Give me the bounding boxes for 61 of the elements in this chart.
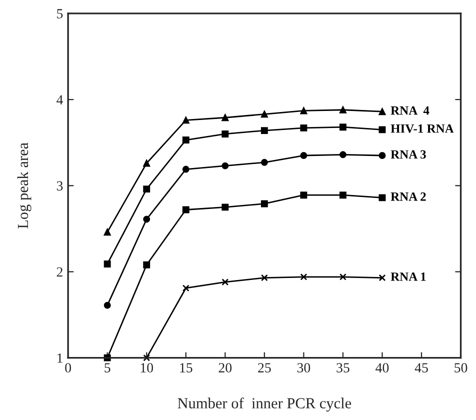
point <box>182 166 190 173</box>
point <box>143 160 150 167</box>
x-tick-label: 25 <box>258 363 271 372</box>
series-label: RNA 4 <box>390 106 430 115</box>
point <box>143 354 150 362</box>
point <box>222 162 229 170</box>
point <box>143 186 150 193</box>
point <box>378 108 386 116</box>
x-tick-label: 20 <box>218 363 232 372</box>
series-label: RNA 1 <box>390 272 426 281</box>
x-tick-label: 0 <box>65 363 72 372</box>
y-tick-label: 3 <box>56 181 63 191</box>
point <box>222 204 229 211</box>
point <box>378 152 386 159</box>
x-tick-label: 35 <box>336 363 350 372</box>
x-tick-label: 10 <box>140 363 154 372</box>
point <box>260 200 268 208</box>
y-tick-label: 5 <box>57 9 63 18</box>
point <box>300 192 308 199</box>
point <box>339 192 346 199</box>
x-axis-title: Number of inner PCR cycle <box>178 398 352 412</box>
point <box>104 228 111 236</box>
point <box>104 260 111 268</box>
point <box>104 302 111 309</box>
x-tick-label: 5 <box>104 363 110 372</box>
point <box>222 114 229 122</box>
point <box>378 194 386 202</box>
point <box>222 278 229 286</box>
point <box>260 274 268 282</box>
point <box>339 124 346 131</box>
point <box>222 130 229 138</box>
series-label: HIV-1 RNA <box>390 124 454 133</box>
point <box>182 284 190 292</box>
point <box>143 216 150 223</box>
x-tick-label: 50 <box>454 363 468 372</box>
point <box>182 136 190 144</box>
point <box>339 106 346 114</box>
x-tick-label: 30 <box>297 363 310 372</box>
point <box>378 126 386 134</box>
y-tick-label: 4 <box>56 95 63 104</box>
point <box>339 151 346 158</box>
series-label: RNA 2 <box>390 192 426 201</box>
point <box>260 127 268 134</box>
point <box>182 206 190 214</box>
point <box>260 110 268 118</box>
point <box>300 152 308 159</box>
point <box>300 124 308 132</box>
point <box>300 273 308 280</box>
y-tick-label: 2 <box>56 267 62 277</box>
x-tick-label: 40 <box>376 363 389 372</box>
point <box>182 116 190 124</box>
point <box>143 261 150 268</box>
point <box>339 273 346 280</box>
x-tick-label: 15 <box>180 363 192 372</box>
y-tick-label: 1 <box>57 353 62 363</box>
point <box>300 107 308 114</box>
point <box>260 158 268 166</box>
y-axis-title: Log peak area <box>17 142 32 228</box>
series-label: RNA 3 <box>390 150 426 159</box>
point <box>378 274 386 282</box>
x-tick-label: 45 <box>414 363 428 372</box>
